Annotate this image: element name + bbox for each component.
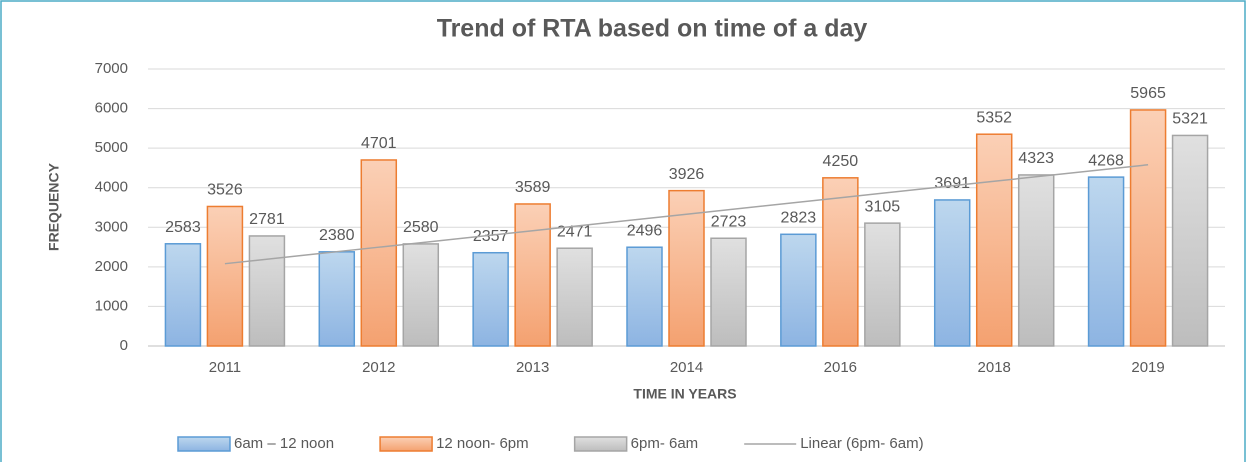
data-label: 4250	[823, 153, 859, 170]
legend-label: Linear (6pm- 6am)	[800, 435, 923, 452]
data-label: 5965	[1130, 85, 1166, 102]
bar	[822, 177, 859, 347]
data-label: 4701	[361, 135, 397, 152]
x-tick-label: 2019	[1131, 359, 1164, 376]
legend-label: 6am – 12 noon	[234, 435, 334, 452]
bar	[1171, 134, 1209, 347]
y-tick-label: 6000	[95, 100, 128, 117]
bar	[248, 235, 286, 347]
y-tick-label: 3000	[95, 218, 128, 235]
y-tick-label: 1000	[95, 297, 128, 314]
data-label: 2496	[627, 222, 663, 239]
legend-swatch	[379, 436, 433, 452]
bar	[1017, 174, 1055, 347]
data-label: 3691	[934, 175, 970, 192]
data-label: 2823	[781, 210, 817, 227]
x-tick-label: 2016	[824, 359, 857, 376]
data-label: 2380	[319, 227, 355, 244]
bar	[164, 243, 202, 347]
data-label: 2583	[165, 219, 201, 236]
x-tick-label: 2011	[209, 359, 241, 376]
chart-title: Trend of RTA based on time of a day	[437, 15, 868, 43]
legend-swatch	[177, 436, 231, 452]
data-label: 3589	[515, 179, 551, 196]
bar	[1129, 109, 1167, 347]
bar	[780, 233, 817, 347]
legend-swatch	[573, 436, 628, 452]
bar	[402, 243, 440, 347]
bar	[360, 159, 398, 347]
trend-line	[224, 164, 1149, 265]
x-axis-title: TIME IN YEARS	[633, 386, 736, 402]
x-tick-label: 2012	[362, 359, 395, 376]
data-label: 3526	[207, 182, 243, 199]
data-label: 5321	[1172, 111, 1208, 128]
legend-label: 6pm- 6am	[631, 435, 699, 452]
bar	[975, 133, 1013, 347]
x-tick-label: 2014	[670, 359, 703, 376]
y-tick-label: 2000	[95, 258, 128, 275]
y-axis-title: FREQUENCY	[46, 162, 62, 251]
bar	[556, 247, 593, 347]
bar	[472, 251, 509, 347]
y-tick-label: 0	[120, 337, 128, 354]
data-label: 2357	[473, 228, 509, 245]
y-tick-label: 7000	[95, 60, 128, 77]
bar	[1087, 176, 1125, 347]
data-label: 2781	[249, 211, 285, 228]
bar	[710, 237, 747, 347]
data-label: 4323	[1018, 150, 1054, 167]
x-tick-label: 2013	[516, 359, 549, 376]
data-label: 4268	[1088, 152, 1124, 169]
bar	[626, 246, 663, 347]
data-label: 2580	[403, 219, 439, 236]
bar	[933, 199, 971, 347]
y-tick-label: 5000	[95, 139, 128, 156]
data-label: 5352	[976, 109, 1012, 126]
data-label: 2723	[711, 213, 747, 230]
bar	[668, 189, 705, 347]
bar	[514, 203, 551, 347]
bar	[864, 222, 901, 347]
legend-label: 12 noon- 6pm	[436, 435, 529, 452]
bar	[318, 251, 356, 347]
y-tick-label: 4000	[95, 179, 128, 196]
bar	[206, 205, 244, 347]
data-label: 3926	[669, 166, 705, 183]
x-tick-label: 2018	[978, 359, 1011, 376]
data-label: 3105	[865, 198, 901, 215]
